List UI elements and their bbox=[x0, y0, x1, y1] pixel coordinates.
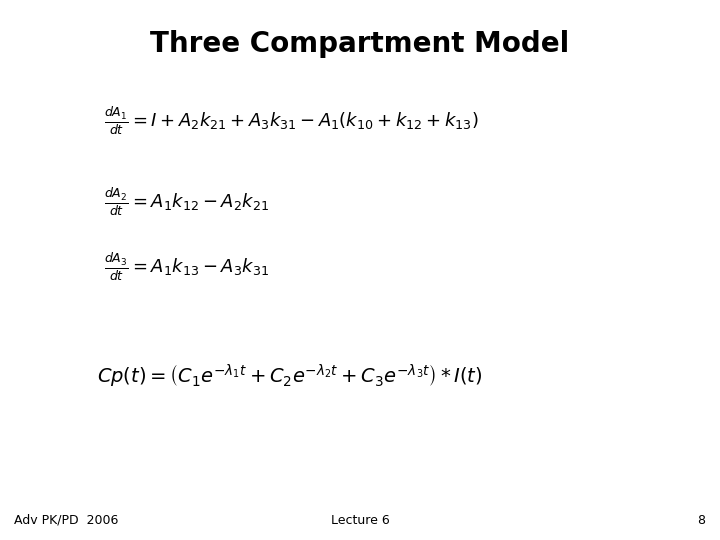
Text: $Cp(t) = \left(C_1e^{-\lambda_1 t} + C_2e^{-\lambda_2 t} + C_3e^{-\lambda_3 t}\r: $Cp(t) = \left(C_1e^{-\lambda_1 t} + C_2… bbox=[97, 362, 482, 389]
Text: $\frac{dA_3}{dt} = A_1k_{13} - A_3k_{31}$: $\frac{dA_3}{dt} = A_1k_{13} - A_3k_{31}… bbox=[104, 252, 269, 283]
Text: $\frac{dA_2}{dt} = A_1k_{12} - A_2k_{21}$: $\frac{dA_2}{dt} = A_1k_{12} - A_2k_{21}… bbox=[104, 187, 269, 218]
Text: Adv PK/PD  2006: Adv PK/PD 2006 bbox=[14, 514, 119, 526]
Text: Lecture 6: Lecture 6 bbox=[330, 514, 390, 526]
Text: $\frac{dA_1}{dt} = I + A_2k_{21} + A_3k_{31} - A_1(k_{10} + k_{12} + k_{13})$: $\frac{dA_1}{dt} = I + A_2k_{21} + A_3k_… bbox=[104, 106, 479, 137]
Text: 8: 8 bbox=[698, 514, 706, 526]
Text: Three Compartment Model: Three Compartment Model bbox=[150, 30, 570, 58]
